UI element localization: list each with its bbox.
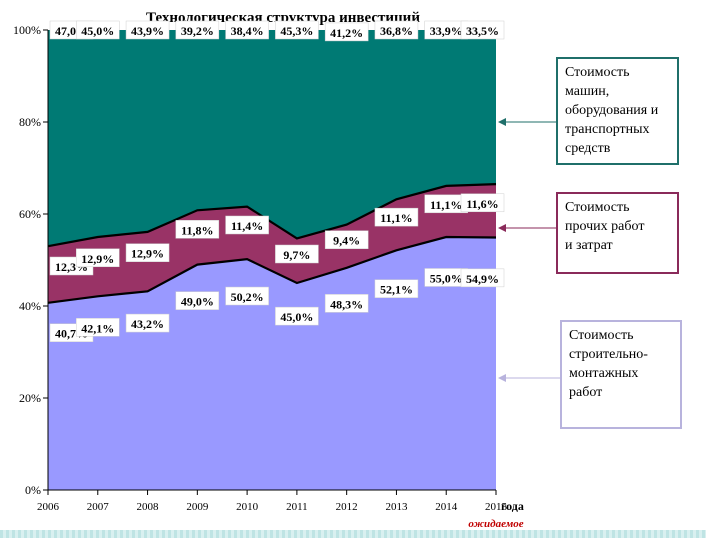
y-tick-label: 0% (25, 483, 41, 497)
series-boundary-line-1 (47, 235, 497, 304)
legend-text-line: оборудования и (565, 103, 659, 118)
data-label: 43,2% (131, 317, 164, 331)
legend-text-line: транспортных (565, 122, 650, 137)
legend-arrow-head (498, 374, 506, 382)
x-tick-label: 2006 (37, 501, 60, 513)
y-tick-label: 40% (19, 299, 41, 313)
legend-arrow-head (498, 118, 506, 126)
legend-text-line: машин, (565, 84, 609, 99)
x-tick-label: 2012 (336, 501, 358, 513)
data-label-box (460, 20, 505, 40)
data-label-box (275, 20, 319, 40)
data-label-box (460, 268, 505, 288)
x-tick-label: 2009 (186, 501, 209, 513)
data-label: 55,0% (430, 271, 463, 285)
y-tick-label: 80% (19, 115, 41, 129)
x-tick-label: 2015 (485, 501, 508, 513)
data-label-box (225, 20, 269, 40)
x-tick-label: 2013 (385, 501, 408, 513)
data-label: 12,9% (131, 247, 164, 261)
legend-box (556, 192, 679, 274)
data-label: 52,1% (380, 283, 413, 297)
data-label-box (125, 313, 170, 333)
x-axis-unit-label: года (501, 499, 524, 513)
legend-box (556, 57, 679, 165)
data-label: 11,6% (466, 197, 498, 211)
legend-text-line: средств (565, 141, 611, 156)
area-series-3 (48, 30, 496, 247)
data-label-box (76, 318, 120, 337)
data-label: 49,0% (181, 295, 214, 309)
data-label-box (324, 230, 369, 249)
data-label-box (460, 193, 505, 213)
data-label-box (76, 248, 120, 268)
y-tick-label: 100% (13, 23, 41, 37)
legend-item-1: Стоимость строительно-монтажных работ (498, 320, 682, 429)
data-label: 41,2% (330, 26, 363, 40)
data-label: 48,3% (330, 297, 363, 311)
x-tick-label: 2011 (286, 501, 308, 513)
data-label-box (324, 22, 369, 42)
x-tick-label: 2014 (435, 501, 458, 513)
x-tick-label: 2010 (236, 501, 259, 513)
data-label-box (275, 306, 319, 326)
data-label: 9,7% (283, 248, 310, 262)
data-label-box (374, 279, 419, 298)
data-label-box (175, 20, 220, 40)
data-label-box (125, 243, 170, 262)
data-label: 11,1% (430, 198, 462, 212)
data-label: 33,9% (430, 24, 463, 38)
data-label: 45,0% (81, 24, 114, 38)
data-label-box (175, 220, 220, 239)
data-label-box (125, 20, 170, 40)
data-label: 11,1% (380, 211, 412, 225)
legend-text-line: прочих работ (565, 219, 644, 234)
data-label: 42,1% (81, 321, 114, 335)
data-label: 36,8% (380, 24, 413, 38)
legend-text-line: Стоимость (565, 200, 630, 215)
legend-text-line: строительно- (569, 347, 648, 362)
x-tick-label: 2007 (87, 501, 110, 513)
data-label-box (225, 215, 269, 235)
data-label: 45,0% (280, 310, 313, 324)
data-label: 11,8% (181, 223, 213, 237)
data-label: 12,9% (81, 252, 114, 266)
data-label: 45,3% (280, 24, 313, 38)
legend-text-line: Стоимость (569, 328, 634, 343)
data-label: 11,4% (231, 219, 263, 233)
data-label-box (225, 286, 269, 306)
legend-item-2: Стоимость прочих работ и затрат (498, 192, 679, 274)
data-label: 43,9% (131, 24, 164, 38)
legend-text-line: работ (569, 385, 602, 400)
data-label: 9,4% (333, 234, 360, 248)
legend-text-line: монтажных (569, 366, 638, 381)
legend-text-line: и затрат (565, 238, 613, 253)
data-label: 54,9% (466, 272, 499, 286)
data-label-box (275, 244, 319, 264)
data-label-box (374, 20, 419, 40)
area-series-1 (48, 237, 496, 490)
y-tick-label: 20% (19, 391, 41, 405)
x-axis-note-label: ожидаемое (468, 518, 523, 530)
data-label-box (374, 207, 419, 227)
x-tick-label: 2008 (137, 501, 160, 513)
data-label: 39,2% (181, 24, 214, 38)
legend-text-line: Стоимость (565, 65, 630, 80)
legend-box (560, 320, 682, 429)
data-label: 50,2% (231, 290, 264, 304)
data-label: 33,5% (466, 24, 499, 38)
data-label-box (76, 20, 120, 40)
data-label-box (175, 291, 220, 310)
series-boundary-line-2 (47, 183, 497, 248)
legend-item-3: Стоимость машин, оборудования и транспортны… (498, 57, 679, 165)
y-tick-label: 60% (19, 207, 41, 221)
data-label-box (324, 294, 369, 313)
data-label: 38,4% (231, 24, 264, 38)
legend-arrow-head (498, 224, 506, 232)
decorative-strip (0, 530, 706, 538)
